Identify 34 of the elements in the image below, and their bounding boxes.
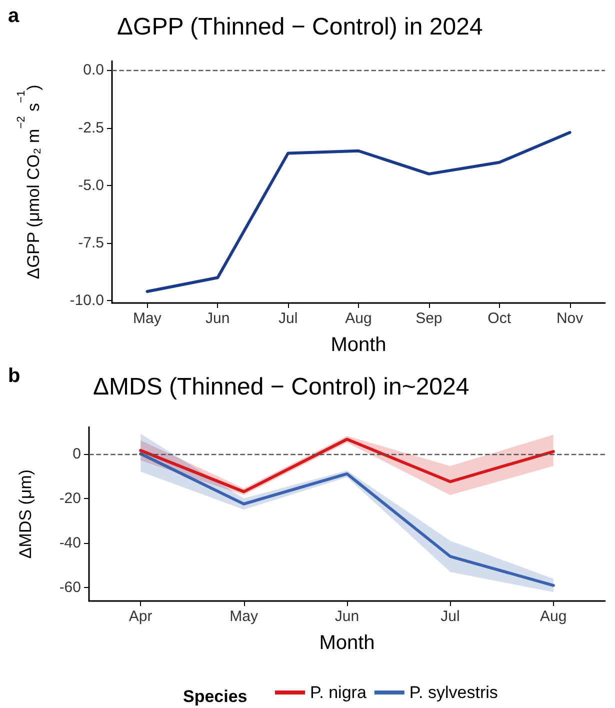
text: a xyxy=(8,5,20,27)
y-tick-label: -40 xyxy=(59,534,81,552)
legend-title: Species xyxy=(183,687,248,706)
x-tick-label: Aug xyxy=(345,310,372,327)
y-tick-label: -60 xyxy=(59,579,81,596)
x-tick-label: Apr xyxy=(128,608,152,625)
x-tick-label: Jul xyxy=(278,310,298,327)
x-tick-label: Jun xyxy=(334,608,360,625)
y-tick-label: -10.0 xyxy=(70,292,104,310)
x-tick-label: Aug xyxy=(540,608,567,625)
x-tick-label: May xyxy=(230,608,258,625)
y-tick-label: -20 xyxy=(59,490,81,507)
x-tick-label: Sep xyxy=(416,310,442,327)
y-axis-title: ΔMDS (μm) xyxy=(16,469,35,559)
y-axis-title: ΔGPP (μmol CO₂ m−2 s−1) xyxy=(16,84,43,280)
chart-title: ΔGPP (Thinned − Control) in 2024 xyxy=(117,14,483,40)
y-tick-label: -5.0 xyxy=(78,176,104,194)
y-tick-label: 0 xyxy=(72,445,81,462)
x-tick-label: Jul xyxy=(440,608,460,625)
x-tick-label: May xyxy=(133,310,162,327)
x-tick-label: Jun xyxy=(206,310,230,327)
x-tick-label: Nov xyxy=(556,310,584,327)
chart-title: ΔMDS (Thinned − Control) in~2024 xyxy=(93,374,470,400)
y-tick-label: -2.5 xyxy=(78,119,104,136)
legend-label: P. nigra xyxy=(310,683,367,702)
text: b xyxy=(8,365,20,387)
y-tick-label: 0.0 xyxy=(83,62,104,79)
legend-label: P. sylvestris xyxy=(409,683,498,702)
y-tick-label: -7.5 xyxy=(78,234,104,252)
line-series xyxy=(146,130,572,293)
x-tick-label: Oct xyxy=(488,310,512,327)
x-axis-title: Month xyxy=(330,334,386,356)
line-series xyxy=(139,452,555,587)
x-axis-title: Month xyxy=(319,632,375,654)
